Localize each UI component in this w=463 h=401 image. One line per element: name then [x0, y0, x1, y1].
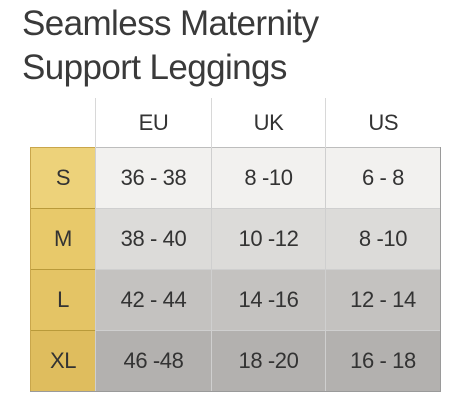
title-line-1: Seamless Maternity	[22, 4, 319, 43]
header-row: EU UK US	[30, 98, 441, 148]
table-row-s: S 36 - 38 8 -10 6 - 8	[30, 147, 441, 209]
size-label: XL	[30, 330, 96, 392]
us-value: 6 - 8	[325, 147, 441, 209]
table-row-m: M 38 - 40 10 -12 8 -10	[30, 208, 441, 270]
header-uk: UK	[211, 98, 326, 148]
eu-value: 36 - 38	[95, 147, 212, 209]
us-value: 8 -10	[325, 208, 441, 270]
table-row-l: L 42 - 44 14 -16 12 - 14	[30, 269, 441, 331]
uk-value: 10 -12	[211, 208, 326, 270]
page-title: Seamless Maternity Support Leggings	[22, 2, 319, 90]
us-value: 12 - 14	[325, 269, 441, 331]
header-eu: EU	[95, 98, 212, 148]
eu-value: 42 - 44	[95, 269, 212, 331]
header-corner-cell	[30, 98, 96, 148]
size-label: S	[30, 147, 96, 209]
eu-value: 46 -48	[95, 330, 212, 392]
uk-value: 14 -16	[211, 269, 326, 331]
header-us: US	[325, 98, 441, 148]
uk-value: 18 -20	[211, 330, 326, 392]
size-label: M	[30, 208, 96, 270]
uk-value: 8 -10	[211, 147, 326, 209]
size-label: L	[30, 269, 96, 331]
size-chart-table: EU UK US S 36 - 38 8 -10 6 - 8 M 38 - 40…	[30, 98, 441, 392]
us-value: 16 - 18	[325, 330, 441, 392]
title-line-2: Support Leggings	[22, 48, 287, 87]
eu-value: 38 - 40	[95, 208, 212, 270]
table-row-xl: XL 46 -48 18 -20 16 - 18	[30, 330, 441, 392]
